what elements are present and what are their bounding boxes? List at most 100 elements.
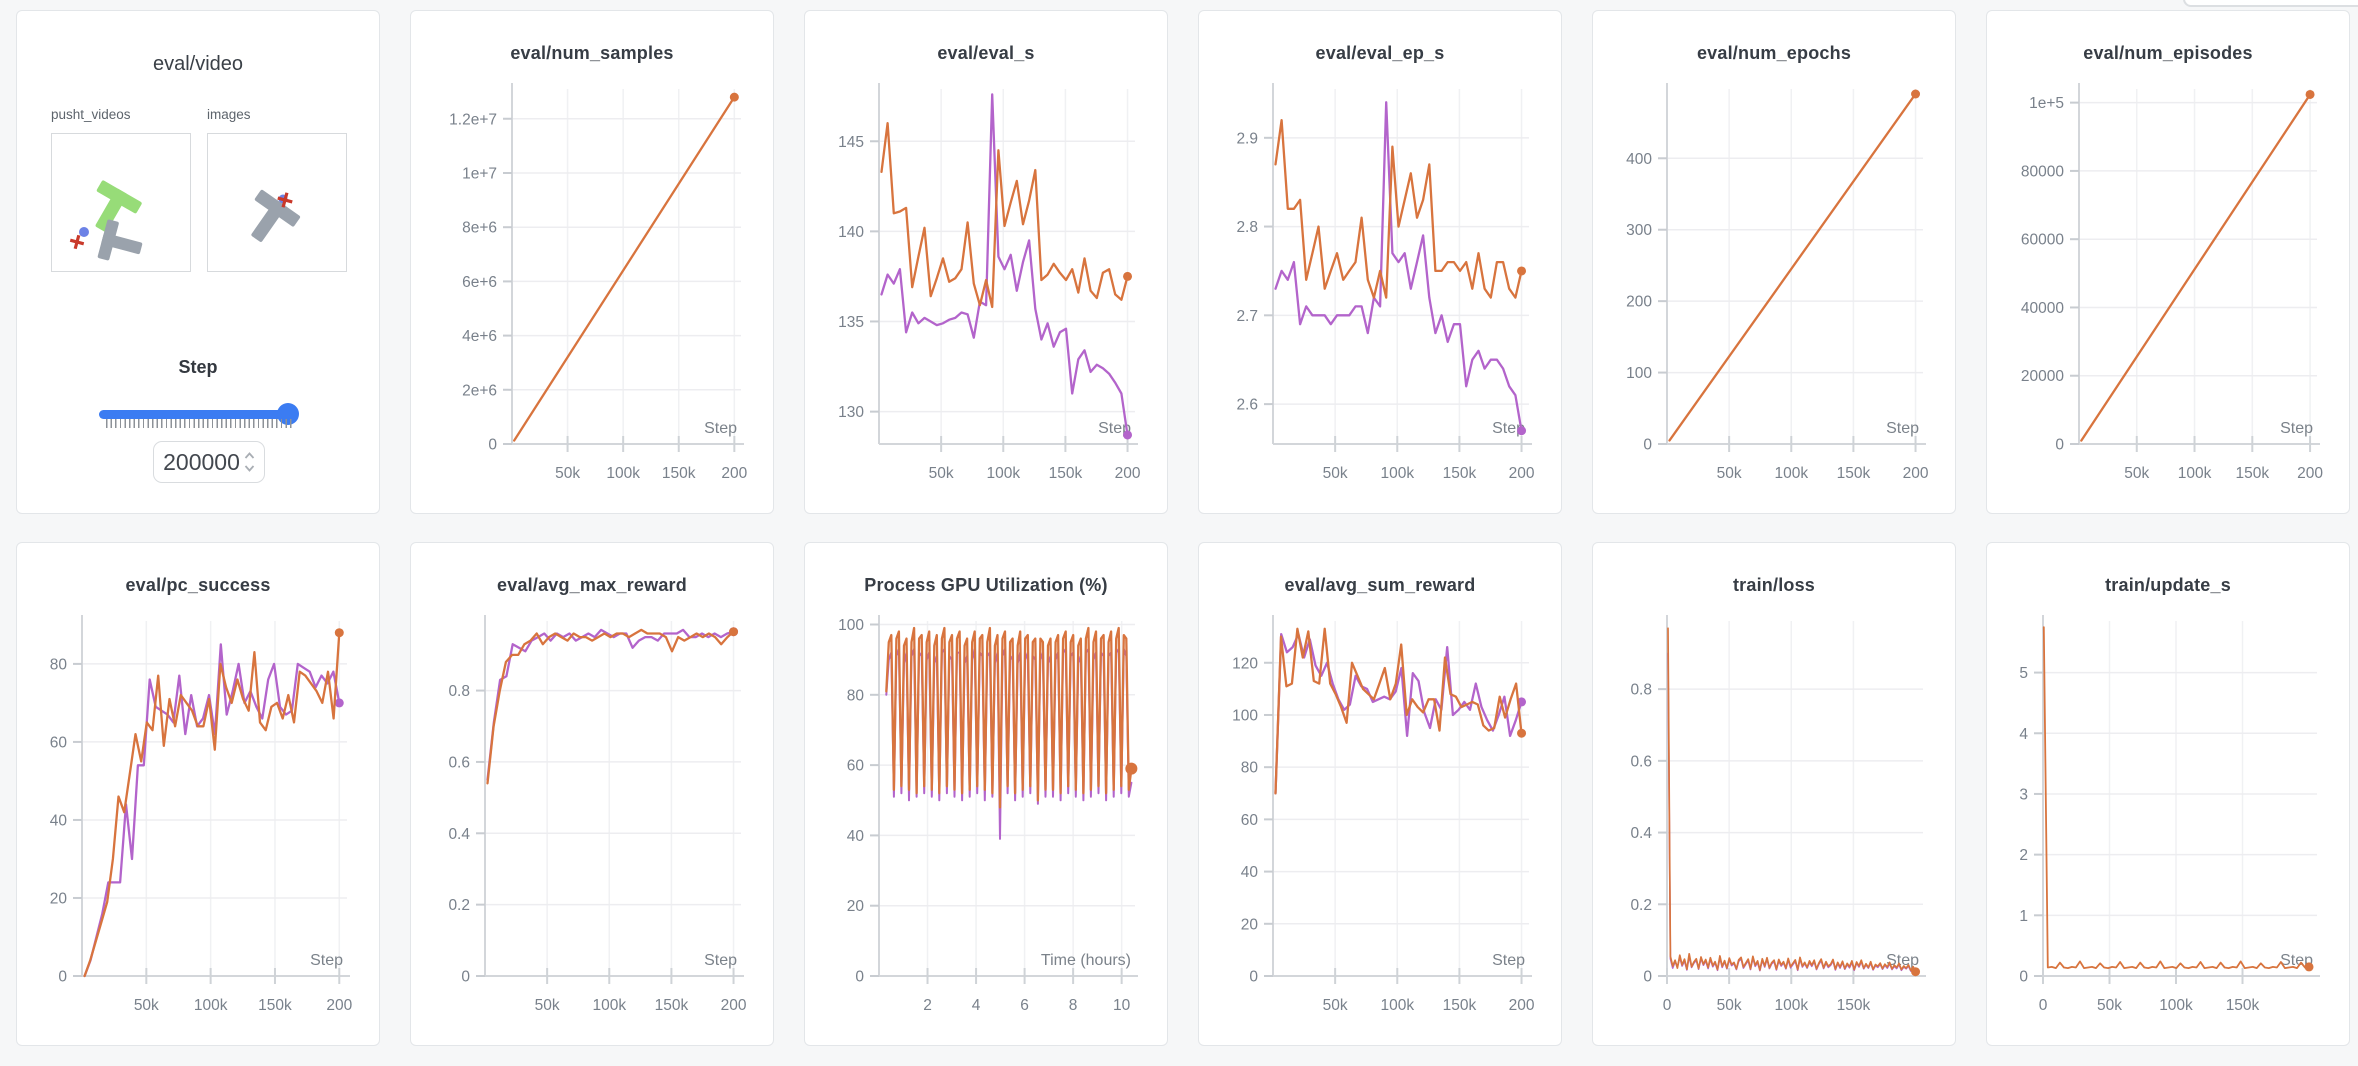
svg-text:Step: Step — [1492, 952, 1525, 969]
chart-panel-num_samples[interactable]: eval/num_samples 0 2e+6 4e+6 6e+6 8e+6 1e+7 1.2… — [410, 10, 774, 514]
svg-text:200: 200 — [1509, 465, 1535, 482]
svg-text:150k: 150k — [1049, 465, 1083, 482]
chart-title: Process GPU Utilization (%) — [864, 575, 1108, 595]
svg-text:80: 80 — [1241, 760, 1259, 777]
svg-text:400: 400 — [1626, 151, 1652, 168]
svg-text:40: 40 — [847, 828, 865, 845]
chart-panel-avg_max_reward[interactable]: eval/avg_max_reward 0 0.2 0.4 0.6 0.8 50k 100k 1… — [410, 542, 774, 1046]
step-slider-ticks — [106, 419, 293, 428]
svg-text:Step: Step — [2280, 952, 2313, 969]
chart-title: eval/num_samples — [510, 43, 674, 63]
svg-text:0: 0 — [1249, 969, 1258, 986]
chart-num_samples: 0 2e+6 4e+6 6e+6 8e+6 1e+7 1.2e+7 50k 100k 150k 20… — [449, 83, 748, 482]
chart-title: eval/avg_sum_reward — [1284, 575, 1476, 595]
svg-text:150k: 150k — [662, 465, 696, 482]
svg-text:150k: 150k — [258, 997, 292, 1014]
svg-text:150k: 150k — [2235, 465, 2269, 482]
panel-title: eval/video — [152, 53, 244, 75]
svg-text:300: 300 — [1626, 222, 1652, 239]
svg-text:100k: 100k — [1380, 997, 1414, 1014]
svg-text:100k: 100k — [986, 465, 1020, 482]
chart-num_episodes: 0 20000 40000 60000 80000 1e+5 50k 100k 150k 200 S… — [2021, 83, 2323, 482]
panel-grid: eval/video pusht_videos images — [16, 10, 2350, 1046]
svg-text:0: 0 — [2055, 437, 2064, 454]
svg-text:0: 0 — [2019, 969, 2028, 986]
svg-text:0.4: 0.4 — [448, 826, 470, 843]
svg-text:200: 200 — [721, 997, 747, 1014]
svg-text:Step: Step — [310, 952, 343, 969]
chart-panel-eval_s[interactable]: eval/eval_s 130 135 140 145 50k 100k 150k 200 Ste… — [804, 10, 1168, 514]
stepper-arrows-icon[interactable] — [244, 451, 255, 473]
images-thumbnail[interactable] — [207, 133, 347, 272]
svg-text:20: 20 — [1241, 916, 1259, 933]
svg-text:40000: 40000 — [2021, 300, 2064, 317]
svg-text:2.6: 2.6 — [1236, 397, 1258, 414]
svg-text:4: 4 — [972, 997, 981, 1014]
chart-panel-num_episodes[interactable]: eval/num_episodes 0 20000 40000 60000 80000 1e… — [1986, 10, 2350, 514]
svg-text:3: 3 — [2019, 786, 2028, 803]
chart-pc_success: 0 20 40 60 80 50k 100k 150k 200 Step — [50, 615, 353, 1014]
chart-title: eval/eval_s — [937, 43, 1035, 63]
svg-text:2e+6: 2e+6 — [462, 382, 497, 399]
svg-text:150k: 150k — [1443, 997, 1477, 1014]
chart-title: eval/pc_success — [125, 575, 271, 595]
chart-gpu_util: 0 20 40 60 80 100 2 4 6 8 10 Time (hours) — [838, 615, 1138, 1014]
svg-text:100k: 100k — [606, 465, 640, 482]
image-scene-icon — [251, 189, 301, 242]
svg-text:50k: 50k — [929, 465, 954, 482]
chart-panel-gpu_util[interactable]: Process GPU Utilization (%) 0 20 40 60 80 100 2… — [804, 542, 1168, 1046]
svg-text:100: 100 — [1626, 365, 1652, 382]
svg-text:50k: 50k — [555, 465, 580, 482]
step-slider-label: Step — [178, 357, 218, 377]
svg-text:200: 200 — [1626, 294, 1652, 311]
svg-text:20: 20 — [847, 898, 865, 915]
svg-text:1e+7: 1e+7 — [462, 166, 497, 183]
svg-text:200: 200 — [326, 997, 352, 1014]
svg-text:0.6: 0.6 — [448, 754, 470, 771]
svg-text:2: 2 — [923, 997, 932, 1014]
svg-text:150k: 150k — [1443, 465, 1477, 482]
svg-text:1e+5: 1e+5 — [2029, 95, 2064, 112]
step-slider-track[interactable] — [99, 410, 293, 419]
svg-text:Step: Step — [704, 420, 737, 437]
svg-text:130: 130 — [838, 404, 864, 421]
svg-text:0: 0 — [488, 437, 497, 454]
svg-text:0.8: 0.8 — [1630, 682, 1652, 699]
svg-text:60: 60 — [50, 734, 68, 751]
svg-text:50k: 50k — [1717, 465, 1742, 482]
svg-text:2.9: 2.9 — [1236, 130, 1258, 147]
svg-text:0.6: 0.6 — [1630, 753, 1652, 770]
svg-text:50k: 50k — [1717, 997, 1742, 1014]
svg-text:100k: 100k — [592, 997, 626, 1014]
svg-text:150k: 150k — [2226, 997, 2260, 1014]
step-number-input[interactable]: 200000 — [153, 441, 265, 483]
svg-text:Step: Step — [704, 952, 737, 969]
pusht-scene-icon — [69, 180, 143, 261]
svg-text:200: 200 — [1509, 997, 1535, 1014]
svg-text:100: 100 — [1232, 707, 1258, 724]
svg-text:0: 0 — [1643, 969, 1652, 986]
svg-text:60: 60 — [1241, 812, 1259, 829]
svg-text:100k: 100k — [1774, 465, 1808, 482]
chart-panel-num_epochs[interactable]: eval/num_epochs 0 100 200 300 400 50k 100k 150k 2… — [1592, 10, 1956, 514]
svg-text:Step: Step — [1886, 420, 1919, 437]
svg-text:50k: 50k — [1323, 997, 1348, 1014]
chart-eval_ep_s: 2.6 2.7 2.8 2.9 50k 100k 150k 200 Step — [1236, 83, 1535, 482]
chart-panel-eval_ep_s[interactable]: eval/eval_ep_s 2.6 2.7 2.8 2.9 50k 100k 150k 200… — [1198, 10, 1562, 514]
pusht-video-thumbnail[interactable] — [51, 133, 191, 272]
svg-text:0.2: 0.2 — [448, 897, 470, 914]
panel-eval-video[interactable]: eval/video pusht_videos images — [16, 10, 380, 514]
svg-text:145: 145 — [838, 134, 864, 151]
svg-text:150k: 150k — [1837, 997, 1871, 1014]
svg-text:Step: Step — [1492, 420, 1525, 437]
svg-text:0: 0 — [461, 969, 470, 986]
svg-text:0: 0 — [1663, 997, 1672, 1014]
chart-title: eval/num_epochs — [1696, 43, 1852, 63]
chart-panel-pc_success[interactable]: eval/pc_success 0 20 40 60 80 50k 100k 150k 200 St… — [16, 542, 380, 1046]
chart-title: eval/eval_ep_s — [1315, 43, 1445, 63]
chart-panel-train_update_s[interactable]: train/update_s 0 1 2 3 4 5 0 50k 100k 150k Step — [1986, 542, 2350, 1046]
chart-panel-avg_sum_reward[interactable]: eval/avg_sum_reward 0 20 40 60 80 100 120 50k 100… — [1198, 542, 1562, 1046]
svg-text:0.4: 0.4 — [1630, 825, 1652, 842]
chart-panel-train_loss[interactable]: train/loss 0 0.2 0.4 0.6 0.8 0 50k 100k 150k Step — [1592, 542, 1956, 1046]
